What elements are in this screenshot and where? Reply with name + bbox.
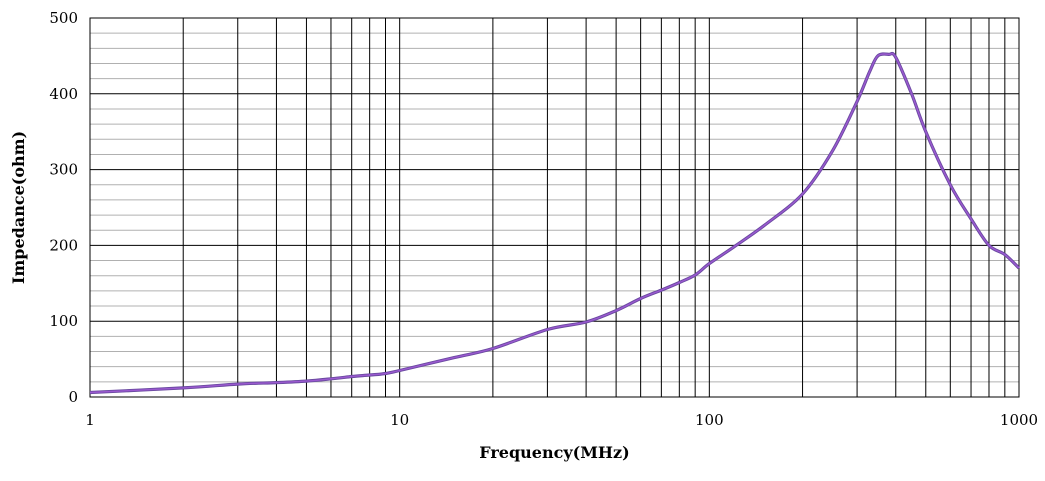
y-tick-label: 200 xyxy=(49,236,78,254)
y-tick-label: 300 xyxy=(49,161,78,179)
plot-frame xyxy=(89,17,1020,398)
x-axis-title: Frequency(MHz) xyxy=(479,443,629,462)
x-tick-label: 1 xyxy=(85,411,95,429)
y-tick-labels: 0 100 200 300 400 500 xyxy=(49,9,78,406)
x-tick-label: 100 xyxy=(695,411,724,429)
impedance-curve xyxy=(89,52,1020,394)
x-tick-labels: 1 10 100 1000 xyxy=(85,411,1038,429)
x-tick-label: 10 xyxy=(390,411,409,429)
minor-grid xyxy=(90,32,1019,383)
major-grid xyxy=(90,18,1019,397)
series-layer xyxy=(89,51,1021,395)
y-tick-label: 400 xyxy=(49,85,78,103)
y-tick-label: 0 xyxy=(68,388,78,406)
x-tick-label: 1000 xyxy=(1000,411,1038,429)
impedance-curve-outline xyxy=(89,51,1021,395)
y-tick-label: 500 xyxy=(49,9,78,27)
y-axis-title: Impedance(ohm) xyxy=(9,131,28,284)
y-tick-label: 100 xyxy=(49,312,78,330)
